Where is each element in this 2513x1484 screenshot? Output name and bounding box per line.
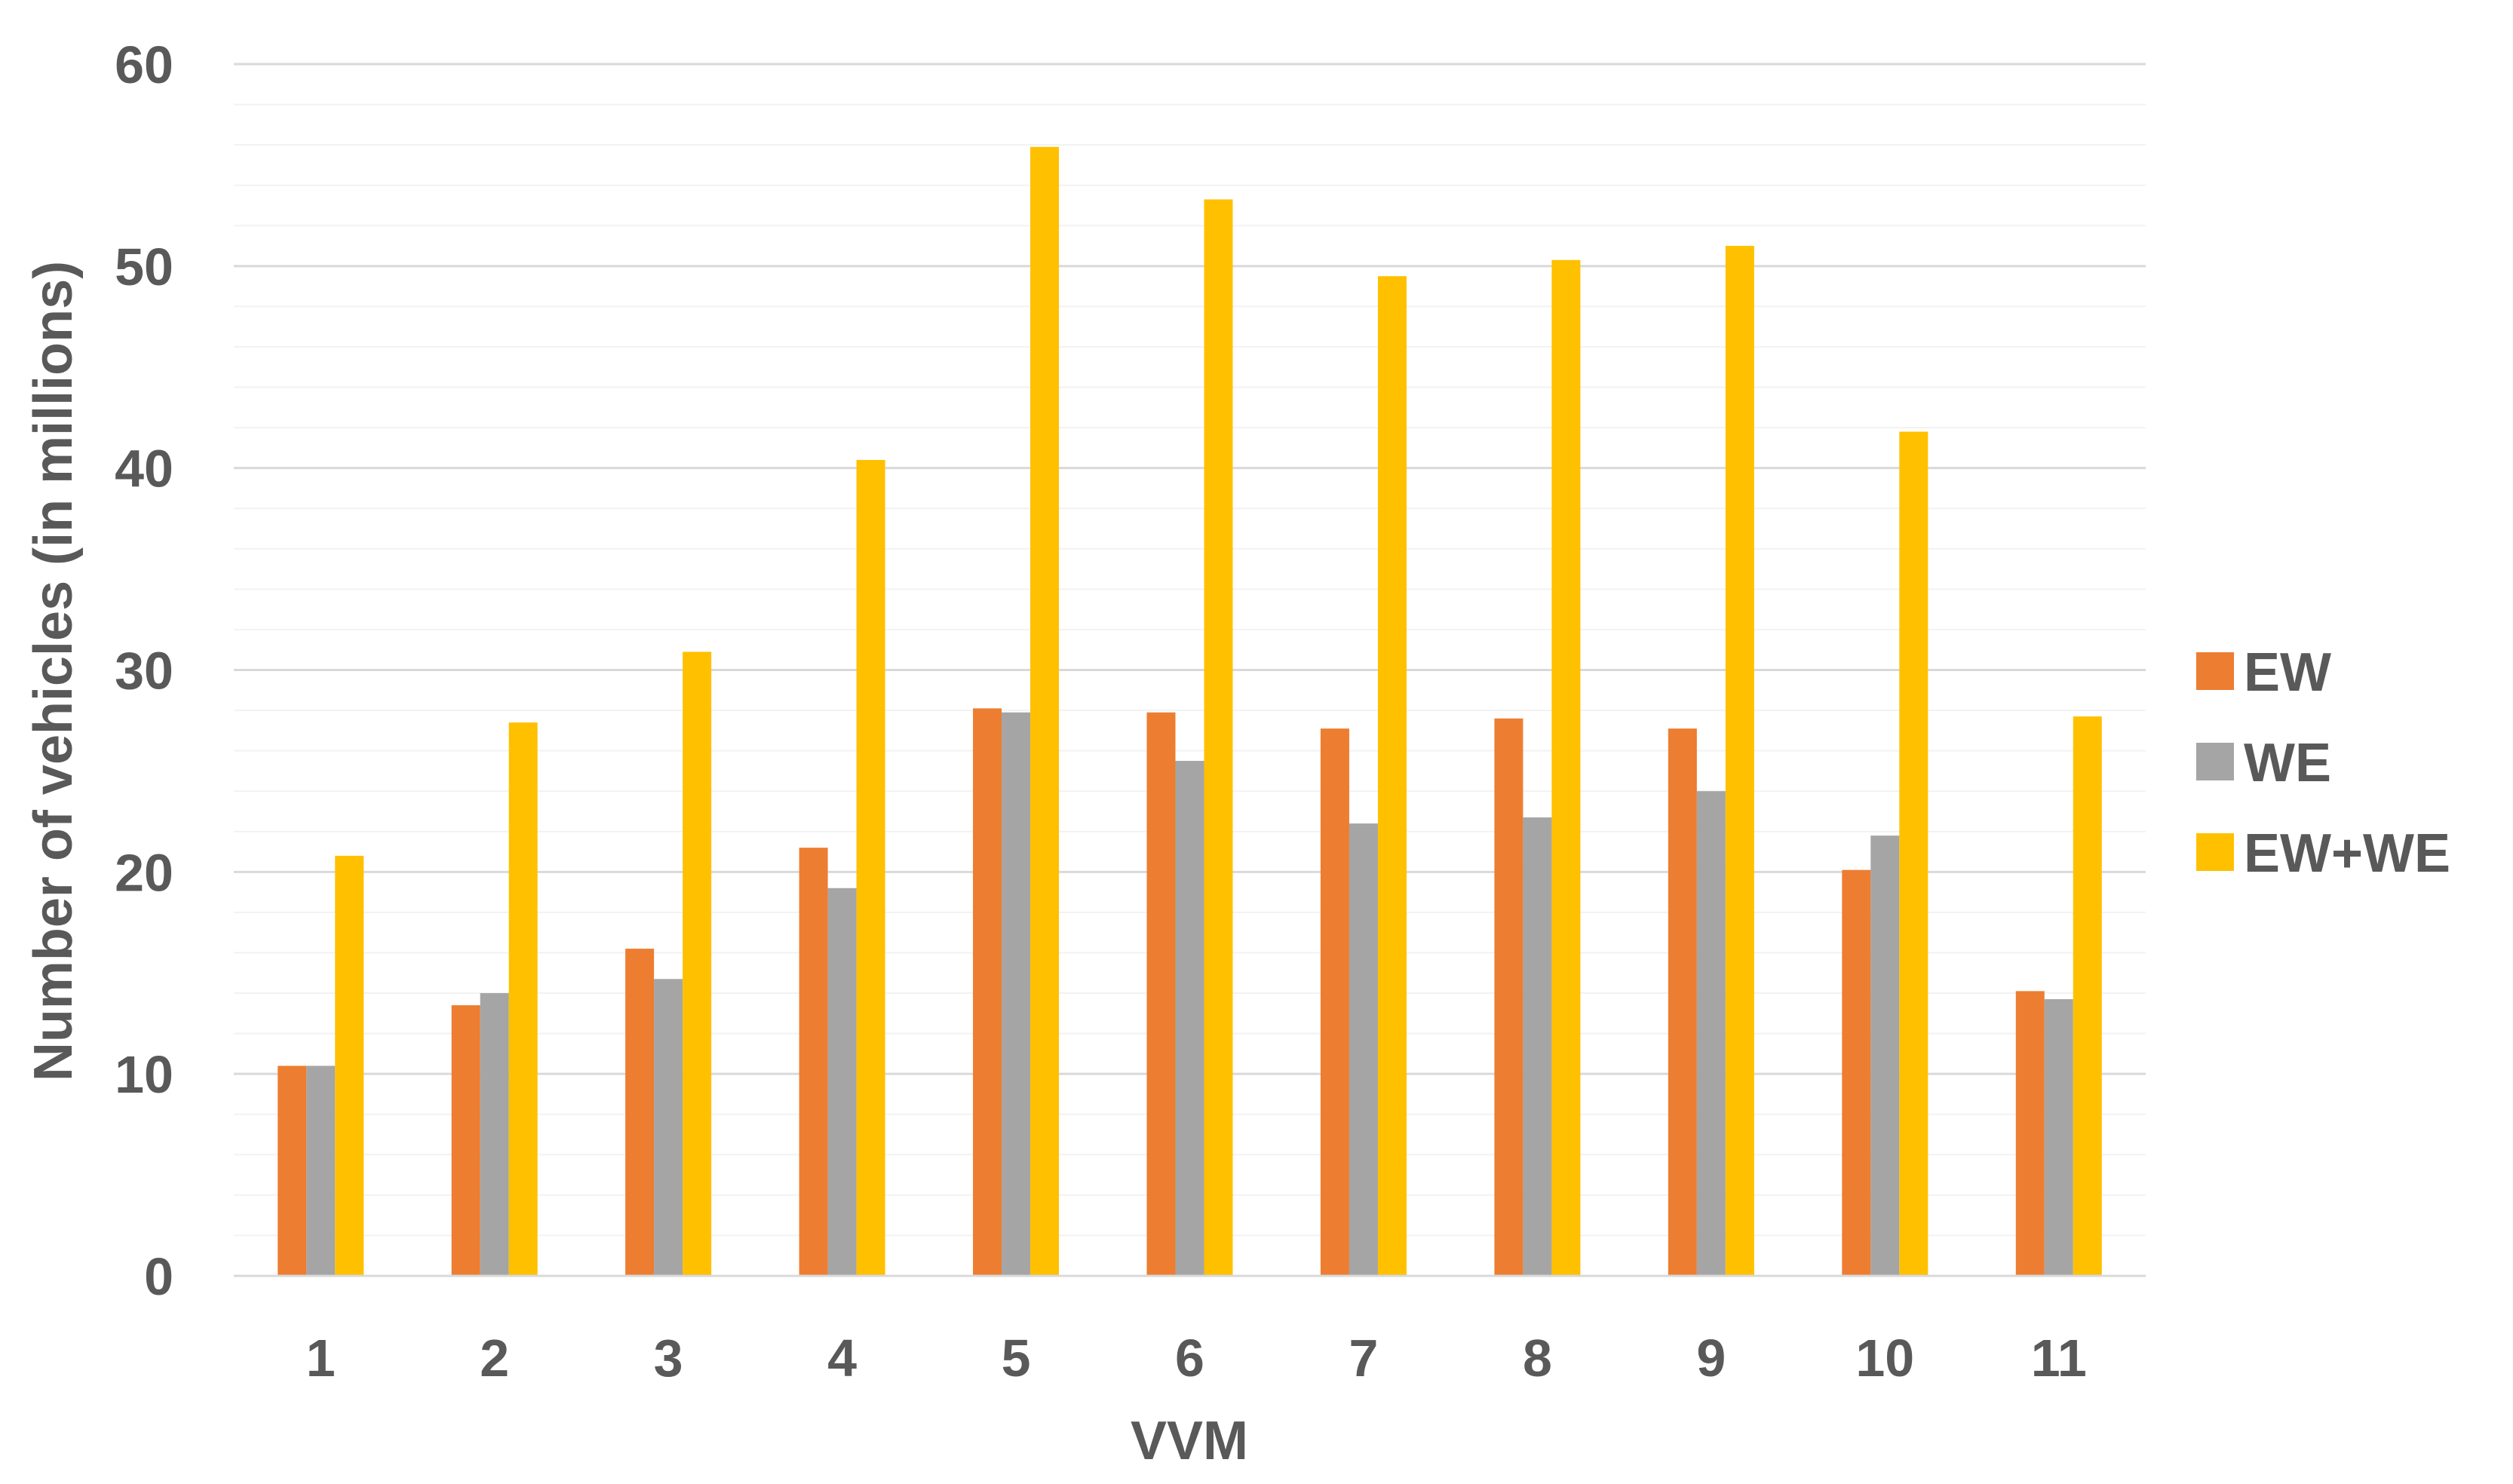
- bar-ew-plus-we-6: [1204, 199, 1233, 1276]
- x-tick-label: 11: [2031, 1329, 2087, 1387]
- bar-we-3: [654, 979, 683, 1276]
- y-tick-label: 10: [115, 1045, 173, 1104]
- bar-ew-2: [451, 1005, 480, 1276]
- x-tick-label: 1: [306, 1329, 336, 1387]
- bar-ew-11: [2015, 991, 2045, 1276]
- bar-we-8: [1523, 817, 1552, 1276]
- bar-ew-plus-we-1: [335, 855, 364, 1276]
- gridlines: [234, 63, 2146, 1237]
- bars: [278, 146, 2102, 1277]
- y-tick-label: 60: [115, 35, 173, 94]
- legend-swatch: [2196, 743, 2234, 780]
- x-tick-labels: 1 2 3 4 5 6 7 8 9 10 11: [306, 1329, 2087, 1387]
- bar-ew-4: [799, 848, 828, 1276]
- x-tick-label: 5: [1002, 1329, 1031, 1387]
- y-tick-label: 50: [115, 238, 173, 296]
- bar-we-7: [1349, 823, 1378, 1276]
- legend-label: EW+WE: [2244, 823, 2450, 884]
- bar-ew-plus-we-9: [1725, 246, 1754, 1276]
- bar-ew-plus-we-8: [1551, 259, 1581, 1276]
- x-tick-label: 8: [1523, 1329, 1552, 1387]
- bar-ew-7: [1320, 728, 1349, 1276]
- bar-we-10: [1870, 836, 1900, 1276]
- bar-ew-plus-we-10: [1899, 431, 1928, 1276]
- y-tick-label: 30: [115, 642, 173, 701]
- legend-swatch: [2196, 833, 2234, 871]
- y-tick-label: 20: [115, 843, 173, 902]
- x-tick-label: 6: [1175, 1329, 1204, 1387]
- legend: EW WE EW+WE: [2196, 642, 2450, 884]
- x-tick-label: 10: [1855, 1329, 1914, 1387]
- bar-ew-plus-we-5: [1030, 146, 1060, 1277]
- x-tick-label: 7: [1349, 1329, 1378, 1387]
- legend-label: EW: [2244, 642, 2331, 703]
- bar-ew-3: [625, 949, 655, 1276]
- bar-we-2: [480, 993, 509, 1276]
- bar-we-11: [2044, 999, 2073, 1276]
- bar-ew-plus-we-4: [856, 459, 885, 1276]
- bar-we-6: [1175, 761, 1204, 1276]
- x-tick-label: 4: [827, 1329, 857, 1387]
- bar-ew-8: [1494, 718, 1523, 1276]
- bar-we-4: [827, 888, 857, 1276]
- bar-ew-plus-we-3: [683, 652, 712, 1276]
- x-tick-label: 9: [1696, 1329, 1726, 1387]
- y-axis-title: Number of vehicles (in millions): [23, 261, 84, 1081]
- legend-label: WE: [2244, 733, 2331, 793]
- bar-ew-1: [278, 1065, 307, 1276]
- bar-ew-10: [1842, 869, 1871, 1276]
- bar-ew-9: [1668, 728, 1697, 1276]
- bar-ew-plus-we-11: [2073, 716, 2102, 1276]
- bar-we-9: [1696, 791, 1726, 1276]
- bar-ew-plus-we-2: [508, 722, 538, 1276]
- bar-ew-5: [973, 708, 1002, 1276]
- x-tick-label: 3: [654, 1329, 683, 1387]
- bar-we-5: [1002, 712, 1031, 1276]
- bar-ew-6: [1146, 712, 1176, 1276]
- x-tick-label: 2: [480, 1329, 509, 1387]
- bar-we-1: [306, 1065, 336, 1276]
- y-tick-label: 0: [144, 1247, 173, 1306]
- x-axis-title: VVM: [1131, 1411, 1248, 1471]
- bar-ew-plus-we-7: [1377, 276, 1407, 1277]
- y-tick-labels: 0 10 20 30 40 50 60: [115, 35, 173, 1306]
- y-tick-label: 40: [115, 440, 173, 498]
- legend-swatch: [2196, 652, 2234, 690]
